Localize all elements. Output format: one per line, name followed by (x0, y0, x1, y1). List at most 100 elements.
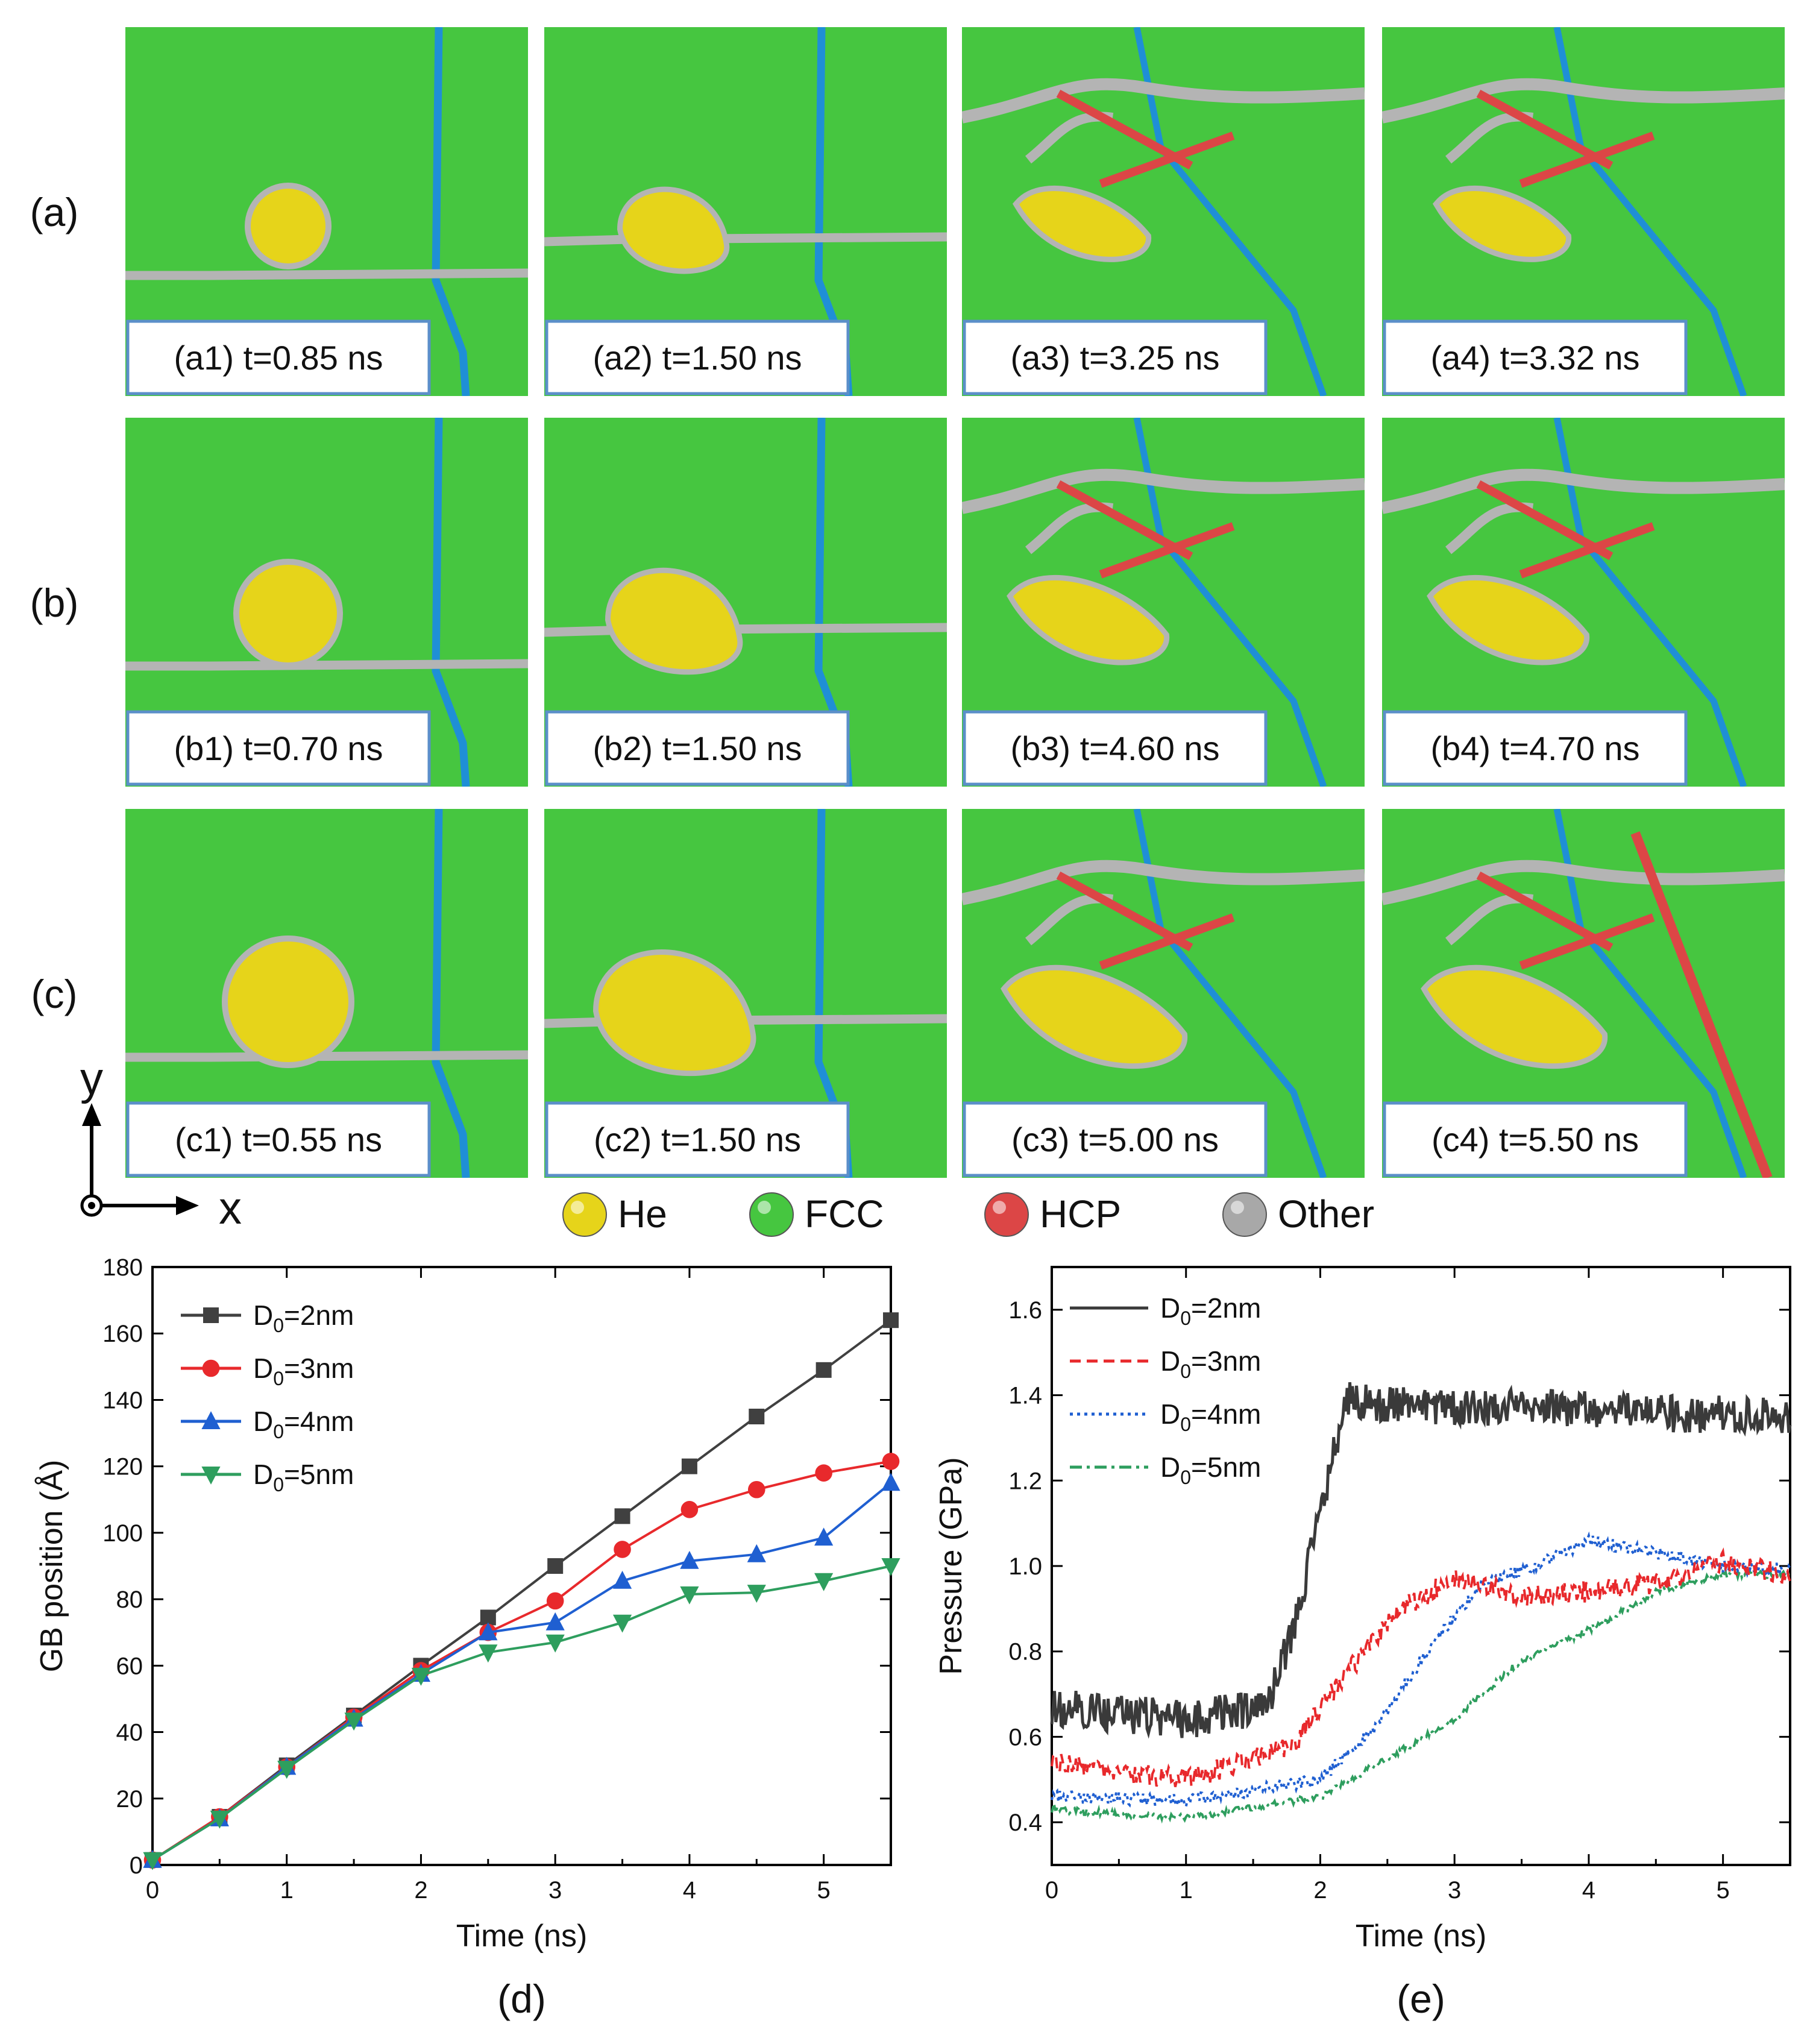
snapshot-panel-2-1: (b1) t=0.70 ns (125, 418, 528, 787)
chart-gb-position: 0 1 2 3 4 5 0 20 40 60 80 100 120 140 160 180 Time (ns) G… (34, 1254, 900, 2021)
x-tick-label: 3 (1448, 1877, 1461, 1904)
hcp-stacking-fault (1099, 913, 1235, 970)
atom-legend-label: FCC (805, 1192, 884, 1236)
x-tick-label: 0 (1045, 1877, 1058, 1904)
snapshot-label-box (963, 319, 1268, 395)
series-d0-4nm (1051, 1531, 1791, 1810)
snapshot-panel-3-1: (c1) t=0.55 ns (125, 809, 528, 1178)
he-bubble (251, 189, 325, 263)
series-line (1050, 1382, 1792, 1739)
series-d0-5nm (143, 1558, 900, 1870)
snapshot-label-box (126, 1101, 431, 1177)
snapshot-label-box (963, 710, 1268, 786)
data-point (202, 1359, 220, 1377)
y-tick-label: 0.4 (1008, 1810, 1042, 1836)
z-out-dot (88, 1202, 95, 1209)
legend-label: D0=5nm (1160, 1451, 1261, 1488)
x-tick-label: 1 (1180, 1877, 1193, 1904)
row-label: (c) (31, 972, 78, 1016)
he-bubble (239, 565, 337, 662)
y-tick-label: 1.0 (1008, 1553, 1042, 1580)
he-bubble (1433, 580, 1585, 660)
grain-boundary-gray (962, 468, 1365, 514)
data-point (882, 1453, 900, 1470)
he-bubble (1439, 190, 1567, 257)
y-axis-title: GB position (Å) (34, 1460, 69, 1673)
x-tick-label: 1 (280, 1877, 294, 1904)
legend-label: D0=2nm (1160, 1292, 1261, 1329)
series-line (1051, 1547, 1791, 1789)
snapshot-label: (a2) t=1.50 ns (592, 339, 802, 377)
y-tick-label: 120 (102, 1454, 143, 1480)
snapshot-label-box (1383, 319, 1688, 395)
y-tick-label: 1.4 (1008, 1383, 1042, 1409)
data-point (747, 1585, 766, 1603)
data-point (814, 1573, 834, 1591)
legend-label: D0=3nm (1160, 1345, 1261, 1382)
data-point (816, 1362, 832, 1378)
snapshot-panel-3-2: (c2) t=1.50 ns (544, 809, 947, 1178)
data-point (881, 1558, 900, 1576)
snapshot-label-box (126, 319, 431, 395)
hcp-stacking-fault (1519, 913, 1655, 970)
chart-legend: D0=2nm D0=3nm D0=4nm D0=5nm (1070, 1292, 1261, 1488)
atom-legend-swatch (562, 1192, 607, 1237)
snapshot-panel-2-2: (b2) t=1.50 ns (544, 418, 947, 787)
y-tick-label: 20 (116, 1786, 143, 1813)
atom-legend-item-fcc: FCC (749, 1192, 884, 1237)
row-label: (a) (30, 190, 79, 234)
data-point (747, 1480, 765, 1498)
x-axis-title: Time (ns) (456, 1919, 588, 1954)
grain-boundary-blue (432, 27, 470, 396)
series-line (1051, 1531, 1791, 1810)
chart-panel-label: (d) (497, 1976, 546, 2021)
he-bubble (1007, 970, 1183, 1064)
grain-boundary-gray (962, 860, 1365, 905)
snapshot-label: (a4) t=3.32 ns (1430, 339, 1639, 377)
grain-boundary-blue (432, 809, 470, 1178)
atom-legend-label: HCP (1040, 1192, 1121, 1236)
legend-entry-d0-5nm: D0=5nm (1070, 1451, 1261, 1488)
snapshot-label: (c4) t=5.50 ns (1431, 1121, 1639, 1159)
x-arrow-head (176, 1196, 199, 1215)
data-point (143, 1852, 162, 1870)
grain-boundary-gray (544, 623, 947, 637)
snapshot-panel-1-4: (a4) t=3.32 ns (1382, 27, 1785, 396)
he-bubble (1013, 580, 1164, 660)
grain-boundary-gray (1382, 78, 1785, 124)
snapshot-panel-1-3: (a3) t=3.25 ns (962, 27, 1365, 396)
he-bubble (599, 954, 751, 1071)
data-point (545, 1612, 565, 1630)
data-point (201, 1467, 221, 1485)
hcp-stacking-fault (1056, 871, 1193, 952)
he-bubble (228, 942, 348, 1062)
legend-entry-d0-4nm: D0=4nm (1070, 1398, 1261, 1435)
series-d0-3nm (1051, 1547, 1791, 1789)
legend-label: D0=3nm (253, 1353, 354, 1389)
snapshot-label: (b1) t=0.70 ns (174, 729, 383, 767)
hcp-stacking-fault (1519, 522, 1655, 579)
series-d0-2nm (145, 1312, 899, 1868)
atom-legend-item-he: He (562, 1192, 667, 1237)
grain-boundary-gray (125, 1050, 528, 1062)
data-point (612, 1614, 632, 1633)
legend-entry-d0-2nm: D0=2nm (181, 1300, 354, 1336)
y-tick-label: 0.6 (1008, 1724, 1042, 1750)
x-tick-label: 4 (1582, 1877, 1595, 1904)
y-tick-label: 0.8 (1008, 1639, 1042, 1665)
legend-label: D0=5nm (253, 1459, 354, 1495)
data-point (747, 1544, 766, 1562)
y-tick-label: 160 (102, 1321, 143, 1347)
data-point (680, 1550, 699, 1569)
legend-entry-d0-2nm: D0=2nm (1070, 1292, 1261, 1329)
hcp-stacking-fault (1099, 522, 1235, 579)
hcp-stacking-fault (1476, 89, 1614, 170)
atom-legend-item-hcp: HCP (984, 1192, 1121, 1237)
snapshot-panel-3-4: (c4) t=5.50 ns (1382, 809, 1785, 1178)
y-tick-label: 100 (102, 1520, 143, 1547)
data-point (203, 1307, 219, 1323)
legend-label: D0=2nm (253, 1300, 354, 1336)
data-point (815, 1464, 832, 1482)
hcp-stacking-fault (1476, 871, 1614, 952)
